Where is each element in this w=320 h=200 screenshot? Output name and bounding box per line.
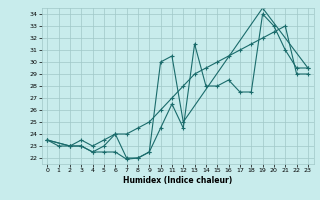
- X-axis label: Humidex (Indice chaleur): Humidex (Indice chaleur): [123, 176, 232, 185]
